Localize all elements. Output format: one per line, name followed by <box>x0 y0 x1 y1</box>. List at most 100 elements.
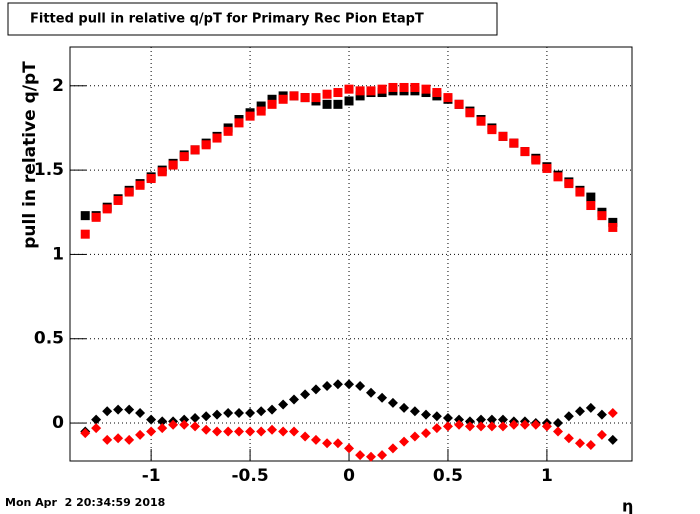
point <box>135 180 145 190</box>
x-axis-label: η <box>622 497 633 514</box>
point <box>201 140 211 150</box>
point <box>212 133 222 143</box>
point <box>289 394 300 405</box>
point <box>344 96 354 106</box>
point <box>454 414 465 425</box>
point <box>278 399 289 410</box>
point <box>267 99 277 109</box>
point <box>91 414 102 425</box>
point <box>574 438 585 449</box>
point <box>256 406 267 417</box>
point <box>575 187 585 197</box>
point <box>267 424 278 435</box>
point <box>300 93 310 103</box>
point <box>223 426 234 437</box>
y-tick-label: 0 <box>52 413 64 433</box>
point <box>476 116 486 126</box>
chart-title: Fitted pull in relative q/pT for Primary… <box>30 12 424 27</box>
point <box>190 412 201 423</box>
point <box>332 438 343 449</box>
point <box>113 195 123 205</box>
point <box>432 88 442 98</box>
point <box>212 409 223 420</box>
point <box>157 167 167 177</box>
point <box>542 163 552 173</box>
point <box>310 384 321 395</box>
point <box>464 421 475 432</box>
x-tick-label: -1 <box>142 466 161 486</box>
point <box>497 421 508 432</box>
point <box>585 439 596 450</box>
x-tick-label: -0.5 <box>231 466 268 486</box>
point <box>365 387 376 398</box>
point <box>168 419 179 430</box>
point <box>552 418 563 429</box>
point <box>179 152 189 162</box>
point <box>80 428 91 439</box>
point <box>409 431 420 442</box>
point <box>344 443 355 454</box>
point <box>443 93 453 103</box>
x-tick-label: 0.5 <box>433 466 463 486</box>
point <box>377 450 388 461</box>
point <box>355 91 365 101</box>
point <box>201 424 212 435</box>
point <box>563 433 574 444</box>
point <box>157 416 168 427</box>
point <box>102 406 113 417</box>
point <box>289 91 299 101</box>
point <box>333 99 343 109</box>
point <box>596 429 607 440</box>
y-tick-label: 1 <box>52 244 64 264</box>
point <box>388 82 398 92</box>
point <box>179 419 190 430</box>
timestamp: Mon Apr 2 20:34:59 2018 <box>5 496 165 509</box>
point <box>552 426 563 437</box>
point <box>399 436 410 447</box>
point <box>464 416 475 427</box>
point <box>608 222 618 232</box>
point <box>586 201 596 211</box>
point <box>355 86 365 96</box>
point <box>387 397 398 408</box>
point <box>420 428 431 439</box>
point <box>586 192 596 202</box>
point <box>399 402 410 413</box>
point <box>509 138 519 148</box>
point <box>355 450 366 461</box>
point <box>135 429 146 440</box>
point <box>278 94 288 104</box>
point <box>487 125 497 135</box>
point <box>454 99 464 109</box>
point <box>476 421 487 432</box>
point <box>256 101 266 111</box>
point <box>113 433 124 444</box>
point <box>168 160 178 170</box>
point <box>322 380 333 391</box>
point <box>597 211 607 221</box>
point <box>289 426 300 437</box>
point <box>300 431 311 442</box>
point <box>233 407 244 418</box>
point <box>596 409 607 420</box>
point <box>322 438 333 449</box>
point <box>366 86 376 96</box>
point <box>157 423 168 434</box>
point <box>80 229 90 239</box>
point <box>201 411 212 422</box>
point <box>564 179 574 189</box>
point <box>113 404 124 415</box>
point <box>256 426 267 437</box>
point <box>245 426 256 437</box>
point <box>124 187 134 197</box>
y-tick-label: 0.5 <box>34 329 64 349</box>
point <box>520 147 530 157</box>
point <box>387 443 398 454</box>
point <box>563 411 574 422</box>
point <box>333 88 343 98</box>
x-tick-label: 0 <box>343 466 355 486</box>
point <box>574 406 585 417</box>
point <box>431 423 442 434</box>
